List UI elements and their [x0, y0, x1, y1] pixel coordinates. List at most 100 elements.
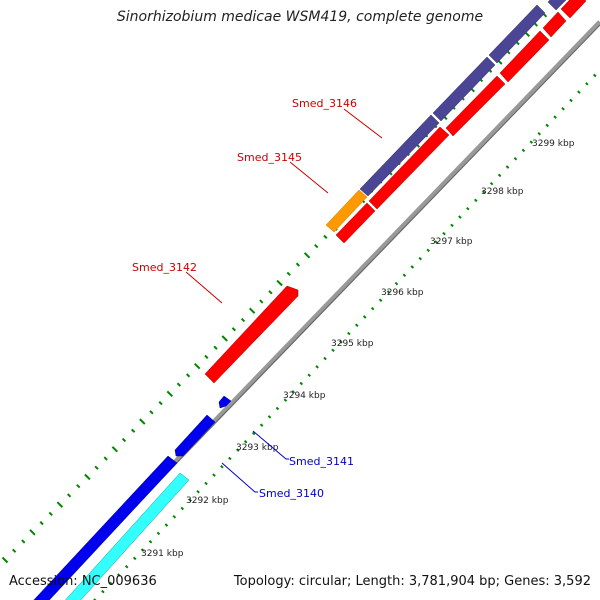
gc-content-mark: [164, 523, 169, 527]
gc-content-mark: [212, 473, 216, 477]
gc-content-mark: [529, 140, 534, 144]
gc-content-mark: [378, 298, 383, 303]
gc-skew-mark: [21, 539, 26, 544]
gc-content-mark: [410, 265, 415, 269]
gc-skew-mark: [276, 279, 283, 287]
gc-skew-mark: [240, 317, 246, 323]
tick-label: 3298 kbp: [481, 187, 524, 197]
gc-content-mark: [156, 531, 161, 536]
purple-feature: [488, 4, 546, 64]
gc-skew-mark: [166, 390, 173, 398]
gc-content-mark: [220, 465, 224, 469]
gc-content-mark: [489, 181, 494, 186]
gene-label-smed-3142[interactable]: Smed_3142: [132, 261, 197, 274]
tick-label: 3296 kbp: [381, 288, 424, 298]
gene-label-smed-3145[interactable]: Smed_3145: [237, 151, 302, 164]
gc-skew-mark: [48, 511, 53, 517]
gc-content-mark: [243, 440, 248, 444]
cds-forward: [335, 202, 376, 244]
cds-smed-3142: [204, 285, 299, 384]
gene-label-smed-3141[interactable]: Smed_3141: [289, 455, 354, 468]
cds-reverse-small: [218, 395, 232, 409]
gc-content-mark: [196, 489, 200, 494]
gc-content-mark: [93, 598, 97, 600]
gc-content-mark: [561, 106, 565, 111]
tick-label: 3292 kbp: [186, 496, 229, 506]
gc-skew-mark: [204, 354, 209, 360]
outer-gc-track: [1, 2, 558, 564]
gc-content-mark: [291, 390, 296, 394]
gc-content-mark: [442, 231, 446, 236]
gc-skew-mark: [323, 234, 328, 240]
gc-content-mark: [545, 123, 549, 128]
gene-label-smed-3146[interactable]: Smed_3146: [292, 97, 357, 110]
gc-skew-mark: [56, 501, 64, 508]
accession-text: Accession: NC_009636: [9, 574, 157, 589]
gc-content-mark: [386, 290, 391, 294]
leader-line: [185, 271, 223, 304]
gc-content-mark: [188, 498, 192, 502]
cds-forward: [542, 11, 567, 38]
gc-skew-mark: [149, 410, 154, 415]
gc-content-mark: [450, 223, 454, 228]
cds-forward: [560, 0, 587, 19]
gc-content-mark: [362, 315, 367, 319]
gc-content-mark: [283, 398, 288, 402]
gc-content-mark: [347, 331, 351, 336]
gc-skew-mark: [194, 362, 201, 370]
gc-skew-mark: [76, 483, 81, 489]
gc-skew-mark: [158, 400, 163, 406]
purple-feature: [359, 114, 440, 197]
gc-skew-mark: [248, 307, 256, 314]
leader-line: [289, 161, 329, 194]
gc-content-mark: [434, 240, 438, 244]
leader-line: [252, 430, 289, 460]
gc-skew-mark: [39, 520, 44, 526]
gene-label-smed-3140[interactable]: Smed_3140: [259, 487, 324, 500]
gc-content-mark: [117, 573, 121, 577]
gc-content-mark: [513, 156, 518, 161]
gc-content-mark: [148, 539, 153, 544]
gc-content-mark: [204, 481, 208, 486]
gc-content-mark: [569, 98, 573, 103]
topology-text: Topology: circular; Length: 3,781,904 bp…: [233, 574, 591, 589]
gc-content-mark: [394, 281, 399, 286]
orange-feature: [325, 189, 368, 233]
tick-label: 3294 kbp: [283, 391, 326, 401]
gc-skew-mark: [303, 252, 311, 259]
gc-content-mark: [236, 448, 240, 452]
gc-content-mark: [521, 148, 526, 153]
gc-content-mark: [228, 456, 232, 461]
gc-content-mark: [132, 556, 137, 561]
gc-content-mark: [402, 273, 407, 278]
gc-content-mark: [339, 340, 343, 344]
gc-skew-mark: [29, 529, 36, 536]
gc-content-mark: [259, 423, 264, 427]
gc-content-mark: [585, 82, 589, 86]
gc-skew-mark: [131, 428, 136, 433]
gc-content-mark: [474, 198, 478, 203]
purple-feature: [432, 56, 496, 122]
gc-skew-mark: [259, 299, 264, 304]
gc-skew-mark: [12, 548, 17, 553]
gc-content-mark: [458, 215, 462, 219]
inner-gc-track: [93, 73, 597, 600]
cds-forward: [368, 126, 450, 210]
gc-skew-mark: [542, 13, 548, 18]
gc-content-mark: [466, 206, 470, 211]
tick-label: 3295 kbp: [331, 339, 374, 349]
gc-content-mark: [593, 73, 597, 78]
gc-skew-mark: [176, 382, 182, 387]
gc-content-mark: [553, 115, 557, 119]
gc-content-mark: [101, 589, 105, 594]
gc-content-mark: [307, 373, 311, 377]
tick-label: 3291 kbp: [141, 549, 184, 559]
gc-content-mark: [481, 190, 486, 194]
purple-feature: [547, 0, 567, 11]
gc-content-mark: [275, 406, 280, 411]
gc-skew-mark: [213, 345, 218, 350]
gc-skew-mark: [221, 335, 228, 342]
gc-content-mark: [251, 431, 256, 436]
tick-label: 3297 kbp: [430, 237, 473, 247]
